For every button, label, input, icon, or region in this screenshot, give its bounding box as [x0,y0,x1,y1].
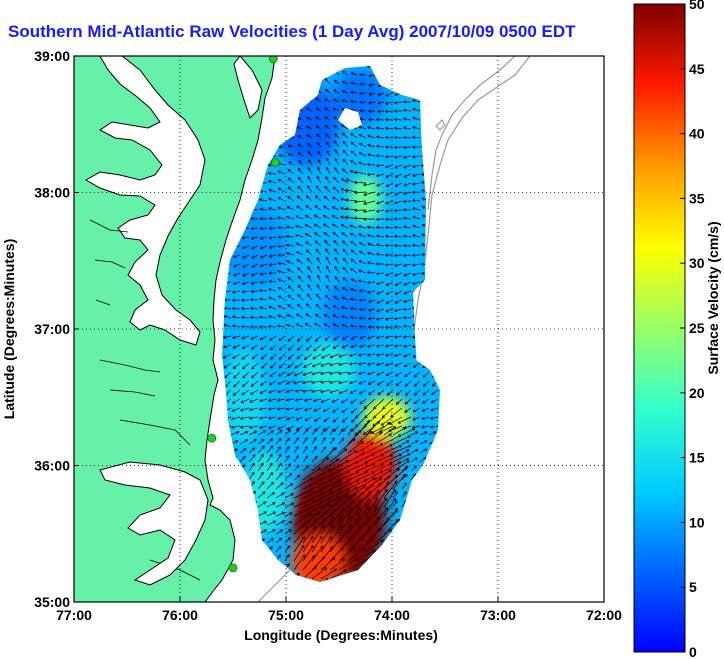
x-axis: 77:00 76:00 75:00 74:00 73:00 72:00 [56,597,622,623]
colorbar-tick-label: 25 [689,320,705,336]
page-title: Southern Mid-Atlantic Raw Velocities (1 … [8,22,576,41]
chesapeake-bay [84,56,206,346]
colorbar-ticks: 0 5 10 15 20 25 30 35 40 45 50 [680,0,705,659]
colorbar-tick-label: 30 [689,255,705,271]
colorbar-tick-label: 15 [689,450,705,466]
y-tick-label: 35:00 [34,594,70,610]
colorbar-tick-label: 5 [689,579,697,595]
speed-feature [301,342,355,398]
colorbar-tick-label: 0 [689,644,697,659]
station-marker [270,158,280,167]
y-axis: 35:00 36:00 37:00 38:00 39:00 [34,48,79,610]
x-tick-label: 76:00 [162,607,198,623]
y-tick-label: 39:00 [34,48,70,64]
x-tick-label: 77:00 [56,607,92,623]
y-tick-label: 37:00 [34,321,70,337]
y-axis-label: Latitude (Degrees:Minutes) [1,239,17,419]
x-tick-label: 75:00 [268,607,304,623]
x-tick-label: 74:00 [374,607,410,623]
x-tick-label: 73:00 [480,607,516,623]
colorbar [633,3,686,653]
colorbar-tick-label: 10 [689,514,705,530]
x-axis-label: Longitude (Degrees:Minutes) [244,627,438,643]
colorbar-tick-label: 50 [689,0,705,12]
colorbar-label: Surface Velocity (cm/s) [705,221,721,374]
x-tick-label: 72:00 [586,607,622,623]
station-marker [207,433,217,443]
pamlico-sound [99,461,209,586]
colorbar-tick-label: 35 [689,190,705,206]
speed-feature [323,281,377,350]
y-tick-label: 36:00 [34,458,70,474]
station-marker [268,56,278,64]
y-tick-label: 38:00 [34,185,70,201]
colorbar-tick-label: 40 [689,126,705,142]
station-markers [207,56,280,573]
delaware-bay [233,56,263,119]
colorbar-tick-label: 45 [689,61,705,77]
colorbar-tick-label: 20 [689,385,705,401]
speed-feature [222,349,265,446]
station-marker [228,563,238,573]
map-grid [74,56,604,602]
coverage-gap [338,108,362,130]
speed-feature [349,174,382,224]
